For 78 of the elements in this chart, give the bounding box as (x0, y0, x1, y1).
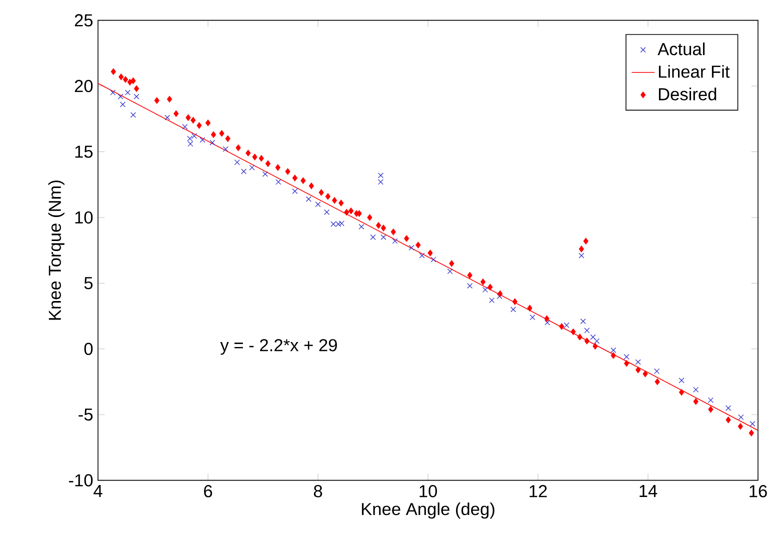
point (678, 378, 684, 384)
point (419, 252, 425, 258)
y-tick-label: 25 (74, 14, 93, 26)
point (635, 359, 641, 365)
point (188, 141, 194, 147)
point (544, 320, 550, 326)
point (447, 268, 453, 274)
point (240, 168, 247, 174)
point (191, 133, 198, 139)
point (130, 112, 136, 118)
point (210, 140, 216, 146)
point (726, 405, 732, 411)
point (292, 188, 298, 194)
y-tick-label: 0 (84, 342, 93, 356)
y-tick-label: -10 (69, 474, 93, 486)
y-axis-title: Knee Torque (Nm) (48, 180, 64, 320)
point (200, 137, 206, 143)
point (750, 421, 756, 427)
y-tick-label: 10 (75, 211, 93, 224)
point (654, 368, 660, 374)
point (708, 397, 714, 403)
point (408, 244, 414, 250)
point (187, 136, 193, 142)
point (590, 334, 596, 340)
x-axis-title: Knee Angle (deg) (362, 502, 494, 519)
point (610, 347, 616, 353)
point (594, 338, 600, 344)
point (510, 306, 516, 312)
x-tick-label: 16 (750, 485, 767, 498)
point (315, 202, 321, 208)
legend-label: Linear Fit (658, 65, 730, 78)
point (118, 94, 124, 100)
point (164, 114, 170, 120)
point (262, 171, 268, 177)
point (392, 238, 398, 244)
y-tick-label: 20 (74, 80, 93, 92)
point (134, 94, 140, 100)
x-tick-label: 4 (94, 485, 102, 497)
point (624, 354, 630, 360)
point (580, 318, 586, 324)
point (249, 164, 255, 170)
legend-label: Actual (658, 42, 705, 56)
point (489, 297, 495, 304)
point (306, 196, 312, 202)
x-tick-label: 12 (530, 485, 547, 498)
point (358, 224, 364, 230)
point (482, 286, 488, 293)
x-tick-label: 6 (204, 485, 212, 498)
point (276, 179, 282, 185)
x-tick-label: 8 (314, 485, 322, 498)
point (430, 256, 436, 262)
point (584, 328, 590, 334)
point (182, 124, 188, 130)
point (338, 220, 344, 226)
y-tick-label: 15 (75, 146, 93, 158)
point (370, 234, 376, 240)
point (693, 386, 699, 392)
point (120, 102, 126, 108)
point (124, 90, 130, 96)
x-tick-label: 14 (640, 485, 658, 497)
point (380, 234, 386, 240)
point (378, 172, 384, 178)
point (738, 414, 744, 420)
point (496, 294, 502, 300)
point (222, 146, 228, 152)
point (110, 90, 116, 96)
y-tick-label: 5 (84, 277, 93, 290)
point (467, 283, 473, 289)
point (530, 314, 536, 320)
legend-label: Desired (658, 88, 716, 100)
point (324, 209, 330, 215)
point (564, 322, 570, 328)
point (578, 252, 584, 258)
x-tick-label: 10 (420, 485, 437, 498)
point (378, 179, 384, 185)
y-tick-label: -5 (78, 408, 93, 421)
annotation: y = - 2.2*x + 29 (220, 339, 337, 355)
point (234, 159, 240, 166)
